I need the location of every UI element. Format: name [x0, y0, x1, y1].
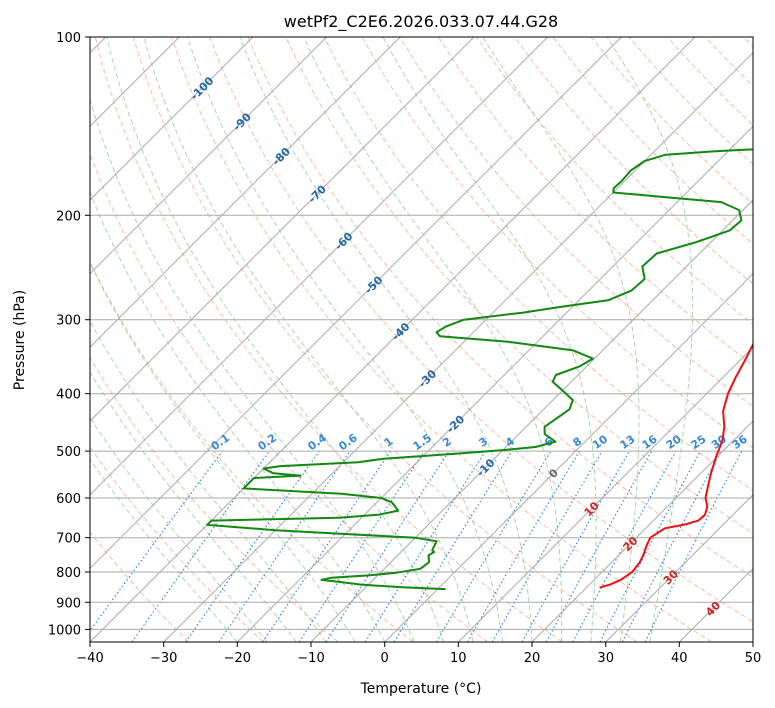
x-tick-label: −20	[224, 651, 251, 666]
y-tick-label: 300	[56, 314, 81, 329]
isotherm-line	[605, 493, 753, 642]
mixing-ratio-line	[218, 450, 351, 642]
mixing-ratio-line	[325, 450, 450, 642]
moist-adiabat	[143, 37, 474, 642]
dry-adiabat	[90, 356, 339, 642]
mixing-ratio-lines	[90, 450, 743, 642]
dry-adiabat	[90, 152, 488, 642]
y-tick-label: 400	[56, 388, 81, 403]
dry-adiabat	[361, 37, 753, 449]
moist-adiabat	[106, 37, 445, 642]
mixing-ratio-line	[644, 450, 743, 642]
moist-adiabats	[90, 37, 694, 642]
isotherms	[90, 37, 753, 642]
profile-series	[206, 148, 753, 591]
moist-adiabat	[90, 458, 238, 642]
isotherm-line	[90, 37, 401, 349]
dry-adiabat	[90, 531, 190, 642]
y-tick-label: 700	[56, 532, 81, 547]
dry-adiabat	[514, 37, 753, 285]
isotherm-line	[531, 420, 753, 642]
dry-adiabat	[323, 37, 753, 491]
y-tick-label: 500	[56, 445, 81, 460]
moist-adiabat	[187, 37, 503, 642]
moist-adiabat	[382, 37, 597, 642]
isotherm-line	[90, 37, 328, 275]
isotherm-line	[384, 272, 753, 642]
dry-adiabat	[437, 37, 753, 366]
moist-adiabat	[90, 261, 356, 642]
moist-adiabat	[90, 416, 268, 642]
dry-adiabat	[171, 37, 712, 642]
dry-adiabat	[247, 37, 753, 578]
x-tick-label: −10	[297, 651, 324, 666]
isotherm-line	[90, 37, 254, 201]
y-tick-label: 600	[56, 492, 81, 507]
x-tick-label: 10	[450, 651, 467, 666]
y-tick-label: 800	[56, 566, 81, 581]
dewpoint-profile-line	[206, 148, 753, 591]
y-tick-label: 200	[56, 209, 81, 224]
mixing-ratio-line	[572, 450, 677, 642]
moist-adiabat	[90, 320, 327, 642]
x-axis-title: Temperature (°C)	[360, 681, 482, 697]
y-tick-label: 900	[56, 596, 81, 611]
x-axis-ticks: −40 −30 −20 −10 0 10 20 30 40 50	[76, 642, 761, 666]
pressure-gridlines	[90, 37, 753, 630]
x-tick-label: 0	[381, 651, 389, 666]
mixing-ratio-line	[545, 450, 653, 642]
isotherm-line	[310, 199, 753, 642]
dry-adiabat	[209, 37, 753, 623]
dry-adiabat	[94, 37, 563, 642]
dry-adiabat	[285, 37, 753, 535]
moist-adiabat	[239, 37, 533, 642]
y-axis-title: Pressure (hPa)	[12, 290, 28, 390]
x-tick-label: 20	[524, 651, 541, 666]
temperature-profile-line	[599, 342, 753, 589]
plot-frame	[89, 36, 754, 643]
isotherm-line	[236, 125, 753, 642]
moist-adiabat	[482, 37, 640, 642]
isotherm-line	[163, 51, 753, 642]
moist-adiabat	[303, 37, 563, 642]
x-tick-label: −30	[150, 651, 177, 666]
dry-adiabat	[399, 37, 753, 407]
y-tick-label: 100	[56, 31, 81, 46]
y-tick-label: 1000	[48, 623, 81, 638]
mixing-ratio-line	[131, 450, 270, 642]
mixing-ratio-line	[521, 450, 631, 642]
moist-adiabat	[606, 37, 694, 642]
mixing-ratio-line	[90, 450, 223, 632]
mixing-ratio-line	[393, 450, 513, 642]
y-axis-ticks: 100 200 300 400 500 600 700 800 900 1000	[48, 31, 90, 638]
x-tick-label: 30	[597, 651, 614, 666]
isotherm-line	[90, 37, 475, 422]
dry-adiabat	[90, 446, 264, 642]
dry-adiabat	[132, 37, 638, 642]
mixing-ratio-line	[298, 450, 425, 642]
isotherm-line	[90, 37, 622, 570]
x-tick-label: 40	[671, 651, 688, 666]
isotherm-line	[90, 37, 549, 496]
x-tick-label: −40	[76, 651, 103, 666]
moist-adiabat	[90, 190, 386, 642]
mixing-ratio-line	[185, 450, 320, 642]
x-tick-label: 50	[745, 651, 762, 666]
chart-title: wetPf2_C2E6.2026.033.07.44.G28	[284, 12, 558, 32]
isotherm-line	[90, 37, 696, 642]
isotherm-line	[457, 346, 753, 642]
mixing-ratio-line	[262, 450, 392, 642]
